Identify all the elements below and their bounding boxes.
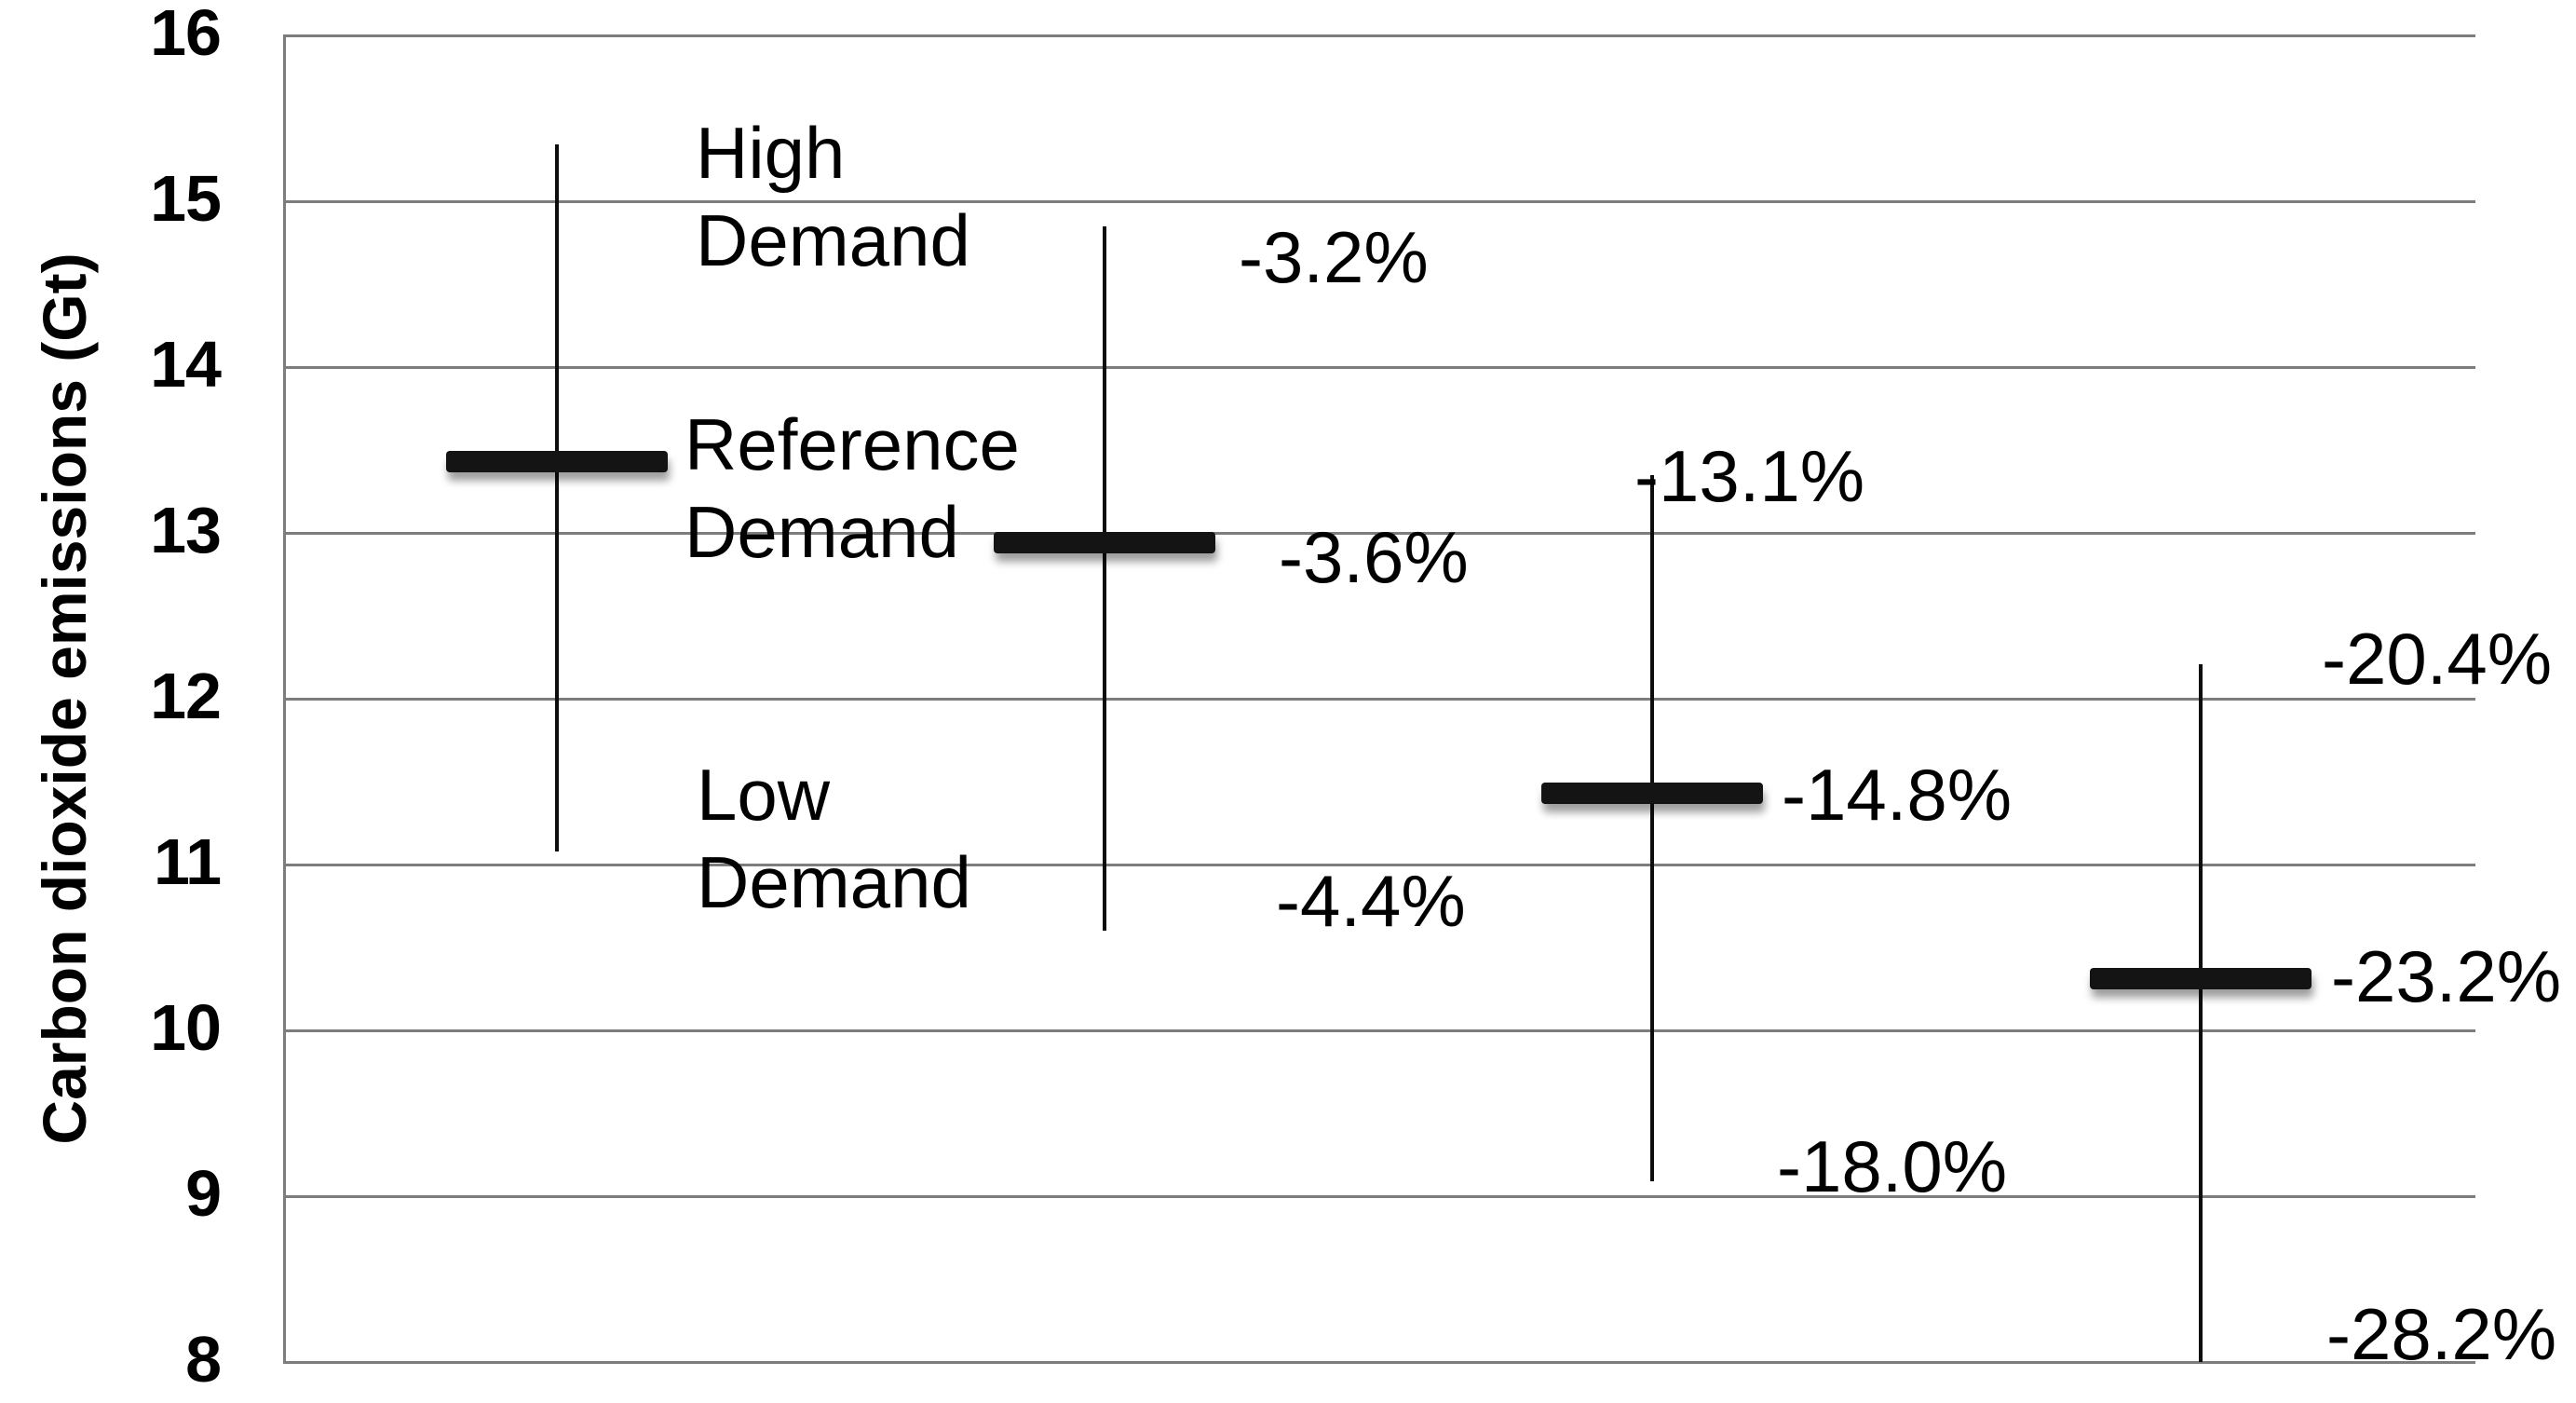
- mid-bar-1: [446, 450, 668, 472]
- pct-label-2-high: -3.2%: [1239, 215, 1429, 298]
- gridline-12: [283, 697, 2475, 701]
- gridline-10: [283, 1028, 2475, 1032]
- y-tick-label-12: 12: [150, 659, 222, 732]
- pct-label-4-high: -20.4%: [2322, 617, 2553, 700]
- scenario-label-high: High Demand: [696, 112, 970, 281]
- gridline-16: [283, 34, 2475, 37]
- gridline-9: [283, 1194, 2475, 1198]
- y-axis-line: [283, 35, 286, 1362]
- range-whisker-1: [555, 144, 559, 851]
- y-tick-label-14: 14: [150, 327, 222, 401]
- pct-label-3-mid: -14.8%: [1782, 754, 2013, 837]
- scenario-label-reference: Reference Demand: [685, 403, 1020, 573]
- pct-label-4-mid: -23.2%: [2331, 934, 2562, 1017]
- y-tick-label-15: 15: [150, 161, 222, 235]
- gridline-15: [283, 199, 2475, 203]
- range-whisker-3: [1650, 474, 1654, 1181]
- y-tick-label-9: 9: [185, 1156, 222, 1230]
- y-tick-label-11: 11: [154, 824, 222, 898]
- range-whisker-2: [1103, 225, 1106, 932]
- y-tick-label-16: 16: [150, 0, 222, 69]
- gridline-14: [283, 365, 2475, 369]
- pct-label-4-low: -28.2%: [2326, 1293, 2557, 1375]
- y-tick-label-8: 8: [185, 1322, 222, 1396]
- y-tick-label-13: 13: [150, 493, 222, 566]
- mid-bar-4: [2090, 968, 2312, 990]
- pct-label-2-mid: -3.6%: [1279, 515, 1469, 598]
- mid-bar-3: [1541, 782, 1763, 804]
- scenario-label-low: Low Demand: [697, 754, 971, 923]
- gridline-13: [283, 531, 2475, 535]
- pct-label-3-high: -13.1%: [1634, 434, 1865, 517]
- y-tick-label-10: 10: [150, 990, 222, 1064]
- mid-bar-2: [994, 532, 1215, 554]
- range-whisker-4: [2199, 663, 2203, 1362]
- pct-label-3-low: -18.0%: [1777, 1124, 2008, 1207]
- gridline-8: [283, 1360, 2475, 1364]
- gridline-11: [283, 863, 2475, 866]
- pct-label-2-low: -4.4%: [1276, 860, 1466, 943]
